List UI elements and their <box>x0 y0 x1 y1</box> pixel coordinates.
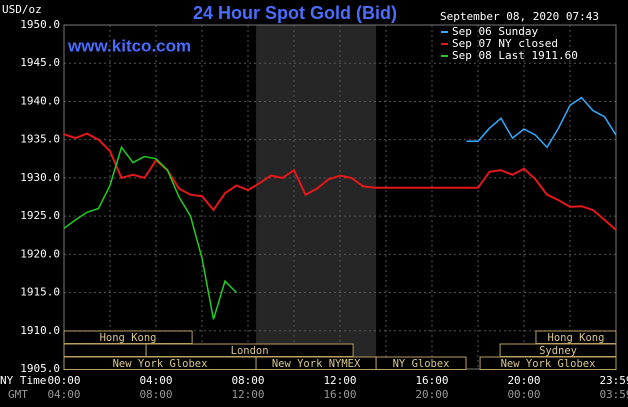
legend-label: Sep 06 Sunday <box>452 25 538 38</box>
session-box <box>63 343 147 357</box>
x-tick-label: 16:00 <box>415 374 448 387</box>
gmt-tick-label: 04:00 <box>47 388 80 401</box>
y-tick-label: 1945.0 <box>20 56 60 69</box>
y-tick-label: 1920.0 <box>20 247 60 260</box>
gmt-tick-label: 08:00 <box>139 388 172 401</box>
y-tick-label: 1915.0 <box>20 286 60 299</box>
timestamp: September 08, 2020 07:43 <box>440 10 599 23</box>
y-tick-label: 1925.0 <box>20 209 60 222</box>
session-label: New York Globex <box>113 358 208 370</box>
site: www.kitco.com <box>67 36 191 55</box>
gmt-tick-label: 00:00 <box>507 388 540 401</box>
session-box <box>375 356 467 370</box>
x-tick-label: 00:00 <box>47 374 80 387</box>
session-box <box>479 356 617 370</box>
x-tick-label: 04:00 <box>139 374 172 387</box>
session-label: NY Globex <box>393 358 450 370</box>
series-line <box>63 132 617 231</box>
chart-title: 24 Hour Spot Gold (Bid) <box>193 3 397 23</box>
y-tick-label: 1910.0 <box>20 324 60 337</box>
legend-label: Sep 08 Last 1911.60 <box>452 49 578 62</box>
gmt-tick-label: 12:00 <box>231 388 264 401</box>
y-unit: USD/oz <box>2 3 42 16</box>
x-tick-label: 08:00 <box>231 374 264 387</box>
y-tick-label: 1905.0 <box>20 362 60 375</box>
y-tick-label: 1940.0 <box>20 94 60 107</box>
x-row-label: GMT <box>8 388 28 401</box>
session-label: London <box>231 345 269 357</box>
y-tick-label: 1930.0 <box>20 171 60 184</box>
series-line <box>63 145 238 320</box>
gmt-tick-label: 20:00 <box>415 388 448 401</box>
gmt-tick-label: 16:00 <box>323 388 356 401</box>
y-tick-label: 1935.0 <box>20 133 60 146</box>
session-label: Hong Kong <box>548 332 605 344</box>
session-label: New York NYMEX <box>272 358 361 370</box>
nymex-shade <box>256 25 377 369</box>
x-row-label: NY Time <box>0 374 46 387</box>
y-tick-label: 1950.0 <box>20 18 60 31</box>
gmt-tick-label: 03:59 <box>599 388 628 401</box>
legend-label: Sep 07 NY closed <box>452 37 558 50</box>
x-tick-label: 12:00 <box>323 374 356 387</box>
session-label: New York Globex <box>501 358 596 370</box>
series-line <box>466 96 617 149</box>
x-tick-label: 20:00 <box>507 374 540 387</box>
session-label: Sydney <box>539 345 577 357</box>
x-tick-label: 23:59 <box>599 374 628 387</box>
session-label: Hong Kong <box>100 332 157 344</box>
